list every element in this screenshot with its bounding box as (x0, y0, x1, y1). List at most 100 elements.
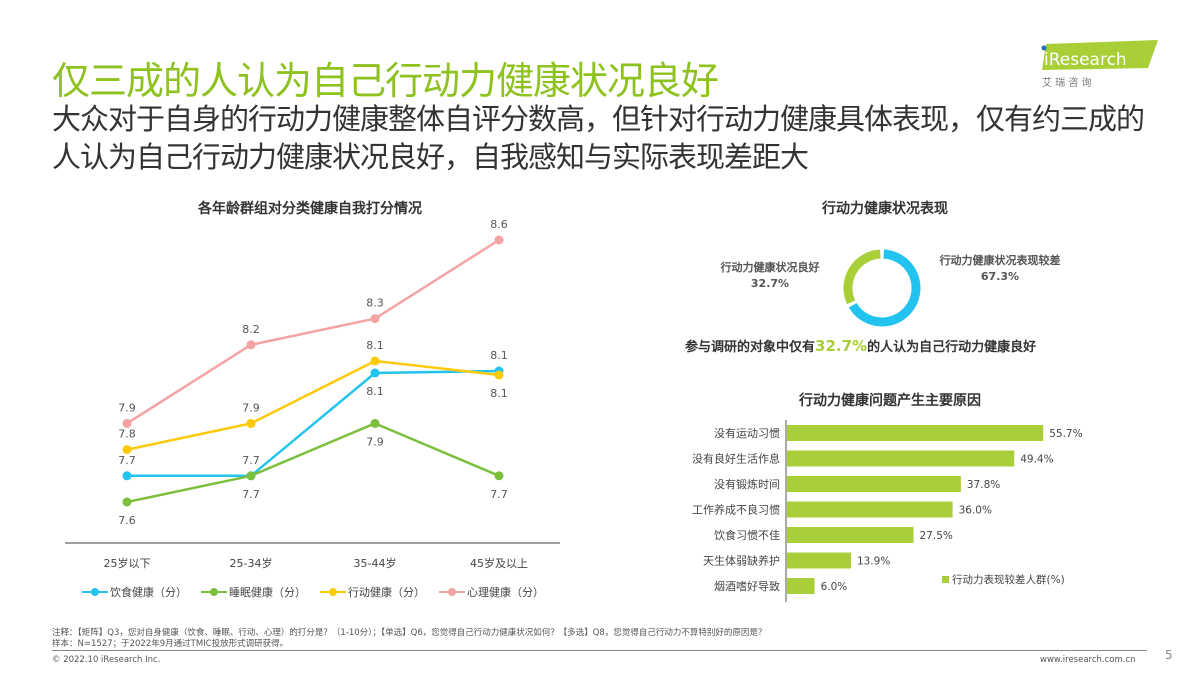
data-label: 8.1 (490, 349, 508, 362)
legend-label: 睡眠健康（分） (229, 586, 306, 599)
series-line (126, 359, 500, 451)
bar-value-label: 55.7% (1049, 428, 1082, 440)
bar-value-label: 49.4% (1020, 454, 1053, 466)
data-label: 7.7 (242, 488, 260, 501)
data-point (122, 445, 132, 455)
x-tick-label: 25-34岁 (230, 556, 273, 570)
slice-value: 67.3% (980, 270, 1020, 283)
data-point (246, 471, 256, 481)
legend-marker-icon (201, 588, 227, 596)
series-3: 7.9 8.2 8.3 8.6 (118, 218, 508, 428)
bar-chart-title: 行动力健康问题产生主要原因 (799, 393, 981, 409)
data-label: 7.9 (366, 435, 384, 448)
legend-label: 饮食健康（分） (110, 586, 187, 599)
donut-annotation: 参与调研的对象中仅有32.7%的人认为自己行动力健康良好 (685, 337, 1037, 355)
data-point (494, 471, 504, 481)
data-label: 8.1 (490, 387, 508, 400)
data-label: 7.6 (118, 514, 136, 527)
data-label: 7.9 (242, 401, 260, 414)
data-label: 7.7 (242, 454, 260, 467)
footer-divider (52, 650, 1147, 651)
data-point (370, 314, 380, 324)
data-point (494, 235, 504, 245)
x-tick-label: 25岁以下 (104, 556, 151, 570)
legend-item: 睡眠健康（分） (201, 584, 306, 600)
footnote: 注释：【矩阵】Q3，您对自身健康（饮食、睡眠、行动、心理）的打分是？（1-10分… (52, 628, 767, 638)
copyright: © 2022.10 iResearch Inc. (52, 655, 161, 665)
iresearch-logo: iResearch 艾 瑞 咨 询 (1036, 38, 1161, 90)
line-legend: 饮食健康（分） 睡眠健康（分） 行动健康（分） 心理健康（分） (82, 584, 544, 600)
series-0: 7.7 7.7 8.1 8.1 (118, 349, 508, 481)
bar (787, 476, 961, 492)
legend-swatch (942, 576, 949, 583)
data-point (370, 356, 380, 366)
donut-chart (843, 249, 921, 327)
legend-label: 行动健康（分） (348, 586, 425, 599)
line-chart-title: 各年龄群组对分类健康自我打分情况 (198, 201, 422, 217)
legend-marker-icon (439, 588, 465, 596)
donut-slice (848, 249, 921, 327)
line-chart: 25岁以下 25-34岁 35-44岁 45岁及以上 7.7 7.78.18.17.67… (65, 218, 560, 570)
donut-label-poor: 行动力健康状况表现较差 67.3% (925, 253, 1075, 285)
bar-legend-label: 行动力表现较差人群(%) (952, 573, 1065, 586)
bar-chart: 没有运动习惯 55.7% 没有良好生活作息 49.4% 没有锻炼时间 37.8% 工作养成不… (692, 420, 1083, 602)
bar-category-label: 烟酒嗜好导致 (714, 579, 780, 593)
donut-slice (843, 249, 881, 305)
series-line (127, 369, 500, 478)
page-subtitle: 大众对于自身的行动力健康整体自评分数高，但针对行动力健康具体表现，仅有约三成的人… (52, 102, 1145, 174)
legend-label: 心理健康（分） (467, 586, 544, 599)
page-title: 仅三成的人认为自己行动力健康状况良好 (52, 59, 719, 103)
bar-category-label: 饮食习惯不佳 (714, 528, 780, 542)
series-line (126, 238, 500, 425)
bar-category-label: 没有良好生活作息 (692, 452, 780, 466)
bar-value-label: 36.0% (959, 505, 992, 517)
bar (787, 527, 914, 543)
data-label: 8.1 (366, 339, 384, 352)
data-label: 8.1 (366, 385, 384, 398)
bar-value-label: 6.0% (821, 581, 848, 593)
donut-title: 行动力健康状况表现 (822, 201, 948, 217)
bar-category-label: 工作养成不良习惯 (692, 503, 780, 517)
data-label: 8.2 (242, 323, 260, 336)
data-label: 8.3 (366, 297, 384, 310)
x-tick-label: 35-44岁 (354, 556, 397, 570)
sample-note: 样本：N=1527；于2022年9月通过TMIC投放形式调研获得。 (52, 639, 289, 649)
bar (787, 425, 1044, 441)
data-point (370, 368, 380, 378)
bar-value-label: 13.9% (857, 556, 890, 568)
data-point (246, 340, 256, 350)
data-label: 7.7 (118, 454, 136, 467)
bar-category-label: 没有锻炼时间 (714, 477, 780, 491)
slice-label: 行动力健康状况良好 (720, 261, 820, 274)
legend-item: 饮食健康（分） (82, 584, 187, 600)
legend-marker-icon (82, 588, 108, 596)
data-label: 7.8 (118, 428, 136, 441)
data-point (494, 370, 504, 380)
bar (787, 578, 815, 594)
data-point (122, 497, 132, 507)
page-number: 5 (1165, 648, 1173, 662)
series-1: 7.6 7.7 7.9 7.7 (118, 418, 508, 527)
series-line (126, 422, 500, 504)
website-link[interactable]: www.iresearch.com.cn (1040, 655, 1136, 665)
bar-category-label: 没有运动习惯 (714, 426, 780, 440)
logo-cn: 艾 瑞 咨 询 (1042, 76, 1092, 89)
legend-marker-icon (320, 588, 346, 596)
highlight-value: 32.7% (815, 337, 868, 355)
legend-item: 行动健康（分） (320, 584, 425, 600)
logo-text: iResearch (1044, 50, 1127, 70)
bar (787, 501, 953, 518)
donut-label-good: 行动力健康状况良好 32.7% (700, 260, 840, 292)
slice-label: 行动力健康状况表现较差 (939, 254, 1061, 267)
data-point (122, 418, 132, 428)
bar-value-label: 37.8% (967, 479, 1000, 491)
data-label: 7.9 (118, 401, 136, 414)
bar (787, 450, 1015, 467)
data-label: 7.7 (490, 488, 508, 501)
data-label: 8.6 (490, 218, 508, 231)
data-point (370, 418, 380, 428)
x-tick-label: 45岁及以上 (470, 556, 528, 570)
logo-icon: iResearch 艾 瑞 咨 询 (1041, 40, 1158, 89)
data-point (122, 471, 132, 481)
